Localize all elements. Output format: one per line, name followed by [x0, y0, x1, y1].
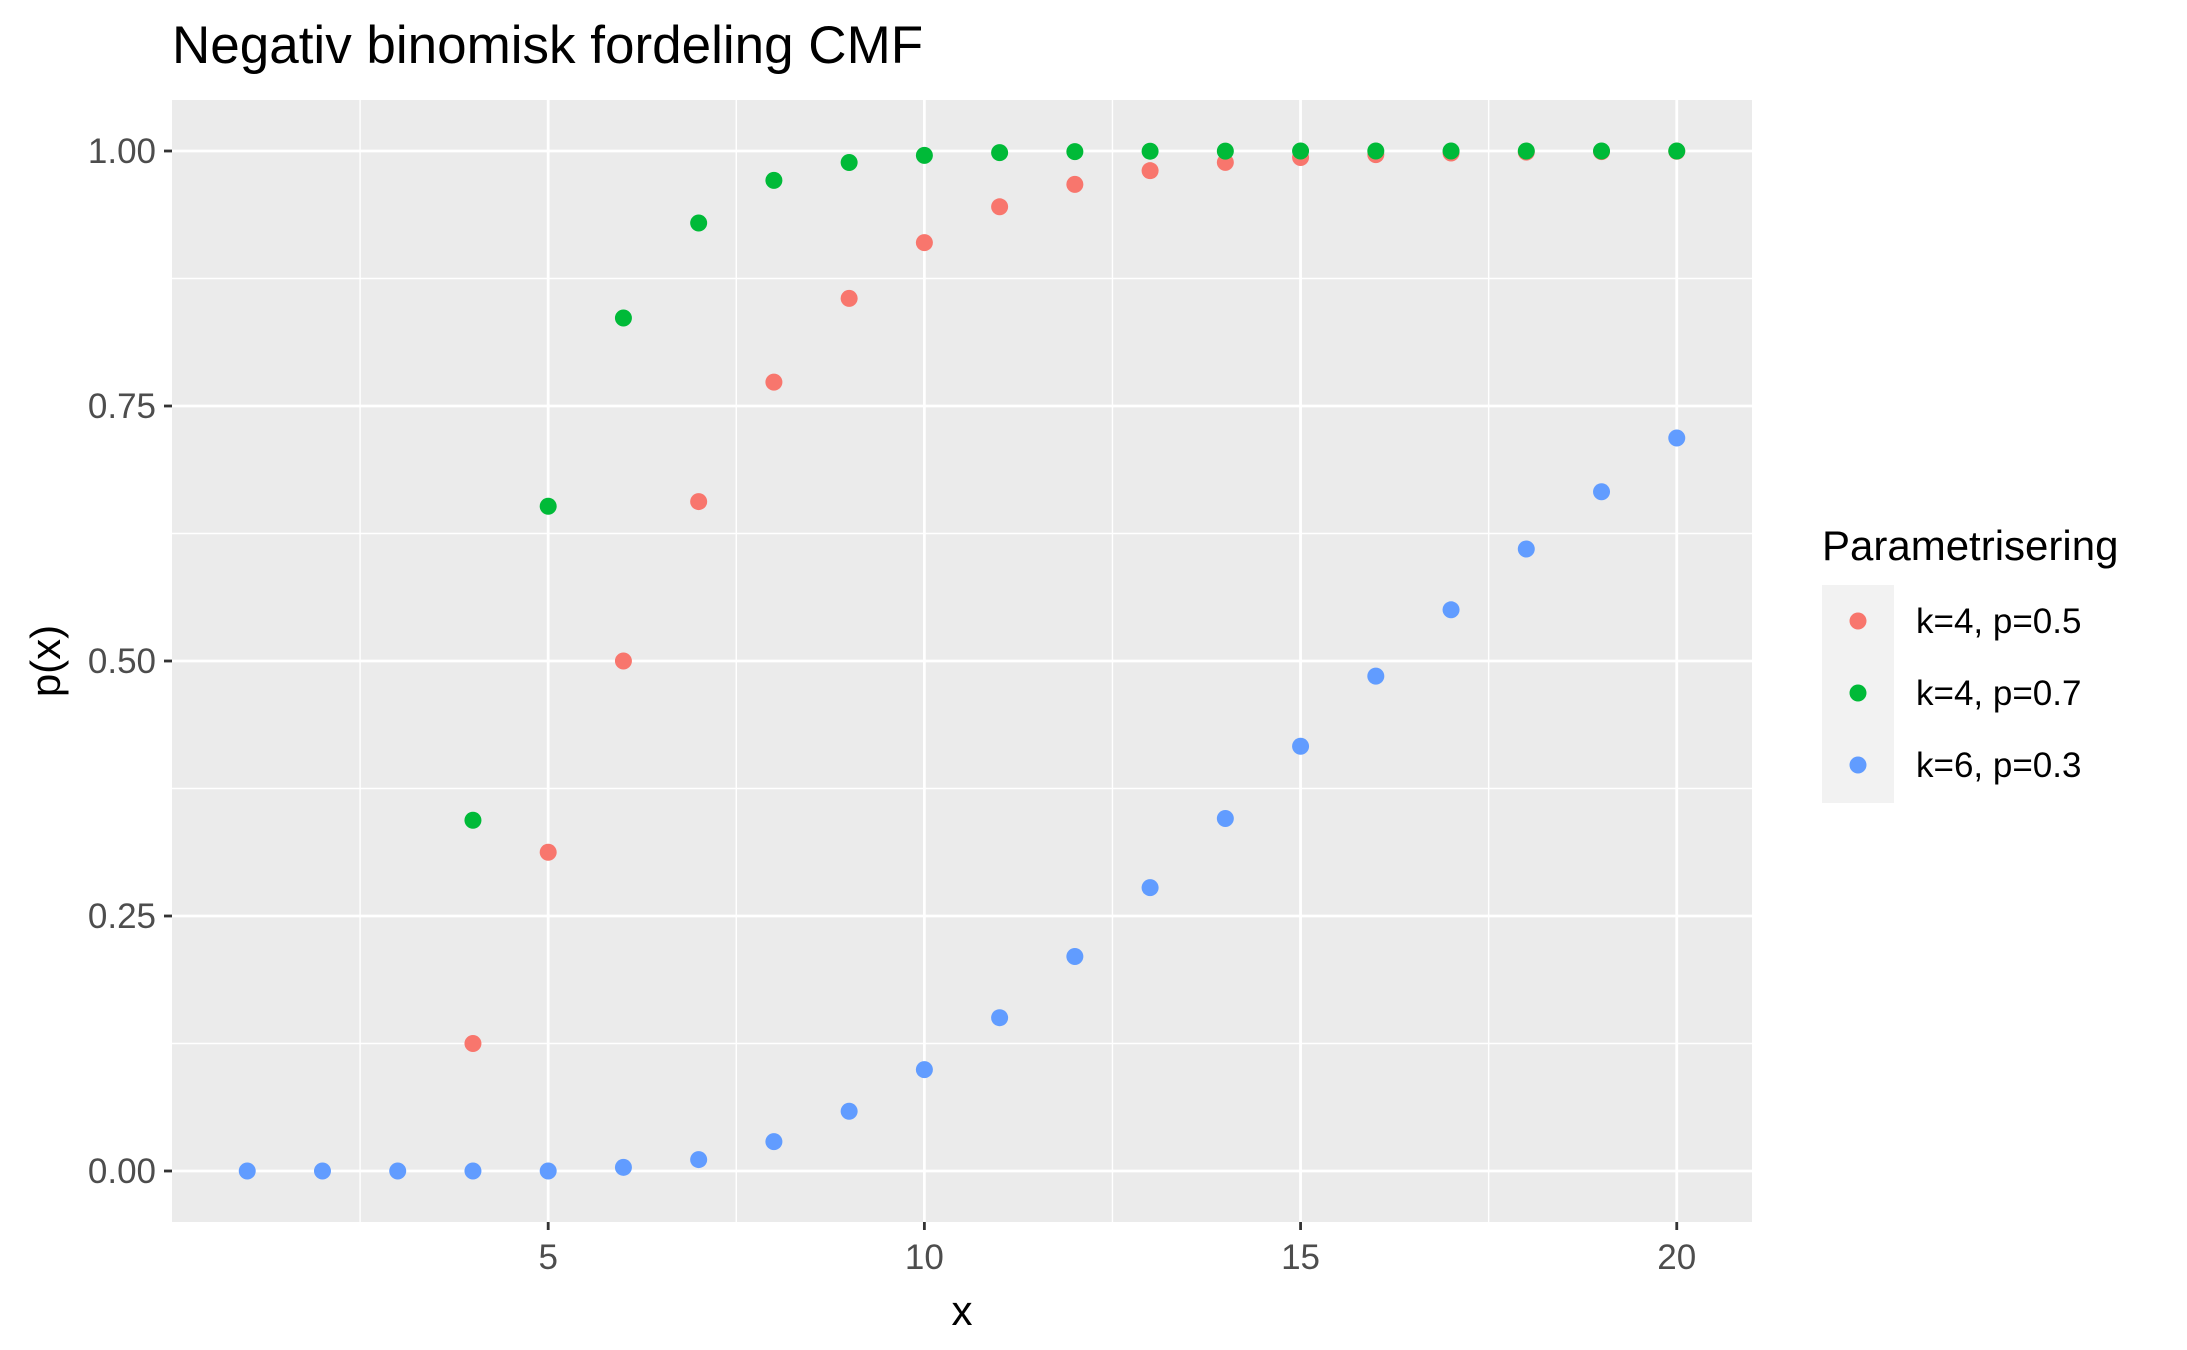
legend-label: k=4, p=0.7 [1916, 674, 2081, 713]
data-point [765, 171, 783, 189]
data-point [915, 234, 933, 252]
legend: Parametrisering k=4, p=0.5 k=4, p=0.7 k=6,… [1822, 522, 2118, 803]
data-point [1141, 162, 1159, 180]
legend-label: k=4, p=0.5 [1916, 602, 2081, 641]
data-point [1292, 142, 1310, 160]
data-point [1593, 142, 1611, 160]
data-point [991, 144, 1009, 162]
data-point [1367, 667, 1385, 685]
y-tick-label: 1.00 [88, 132, 156, 171]
data-point [1517, 142, 1535, 160]
y-tick-label: 0.75 [88, 387, 156, 426]
data-point [539, 843, 557, 861]
x-axis-title: x [952, 1287, 973, 1334]
x-axis-ticks: 5 10 15 20 [538, 1222, 1696, 1277]
data-point [690, 1151, 708, 1169]
legend-label: k=6, p=0.3 [1916, 746, 2081, 785]
data-point [614, 309, 632, 327]
data-point [915, 1061, 933, 1079]
data-point [1066, 143, 1084, 161]
data-point [539, 497, 557, 515]
x-tick-label: 5 [538, 1238, 557, 1277]
data-point [765, 1133, 783, 1151]
data-point [313, 1162, 331, 1180]
x-tick-label: 20 [1657, 1238, 1696, 1277]
data-point [1442, 601, 1460, 619]
legend-items: k=4, p=0.5 k=4, p=0.7 k=6, p=0.3 [1849, 602, 2081, 785]
legend-key [1849, 684, 1867, 702]
x-tick-label: 10 [905, 1238, 944, 1277]
chart-title: Negativ binomisk fordeling CMF [172, 16, 923, 75]
data-point [840, 154, 858, 172]
data-point [1141, 879, 1159, 897]
data-point [765, 373, 783, 391]
data-point [991, 1009, 1009, 1027]
data-point [840, 1102, 858, 1120]
data-point [1593, 483, 1611, 501]
y-tick-label: 0.25 [88, 897, 156, 936]
data-point [464, 811, 482, 829]
data-point [915, 146, 933, 164]
y-tick-label: 0.50 [88, 642, 156, 681]
data-point [1517, 540, 1535, 558]
data-point [614, 652, 632, 670]
data-point [539, 1162, 557, 1180]
data-point [614, 1158, 632, 1176]
data-point [991, 198, 1009, 216]
data-point [1442, 142, 1460, 160]
legend-title: Parametrisering [1822, 522, 2118, 569]
x-tick-label: 15 [1281, 1238, 1320, 1277]
data-point [238, 1162, 256, 1180]
data-point [1066, 175, 1084, 193]
legend-key [1849, 756, 1867, 774]
data-point [1066, 947, 1084, 965]
y-tick-label: 0.00 [88, 1152, 156, 1191]
data-point [690, 214, 708, 232]
data-points [238, 142, 1686, 1180]
data-point [690, 493, 708, 511]
y-axis-title: p(x) [22, 625, 69, 697]
data-point [1668, 142, 1686, 160]
data-point [1141, 142, 1159, 160]
data-point [464, 1162, 482, 1180]
y-axis-ticks: 0.00 0.25 0.50 0.75 1.00 [88, 132, 172, 1191]
data-point [1292, 737, 1310, 755]
data-point [1367, 142, 1385, 160]
data-point [389, 1162, 407, 1180]
data-point [464, 1035, 482, 1052]
data-point [1216, 142, 1234, 160]
gridlines [172, 100, 1752, 1222]
data-point [840, 289, 858, 307]
data-point [1668, 429, 1686, 447]
data-point [1216, 809, 1234, 827]
legend-key [1849, 612, 1867, 630]
